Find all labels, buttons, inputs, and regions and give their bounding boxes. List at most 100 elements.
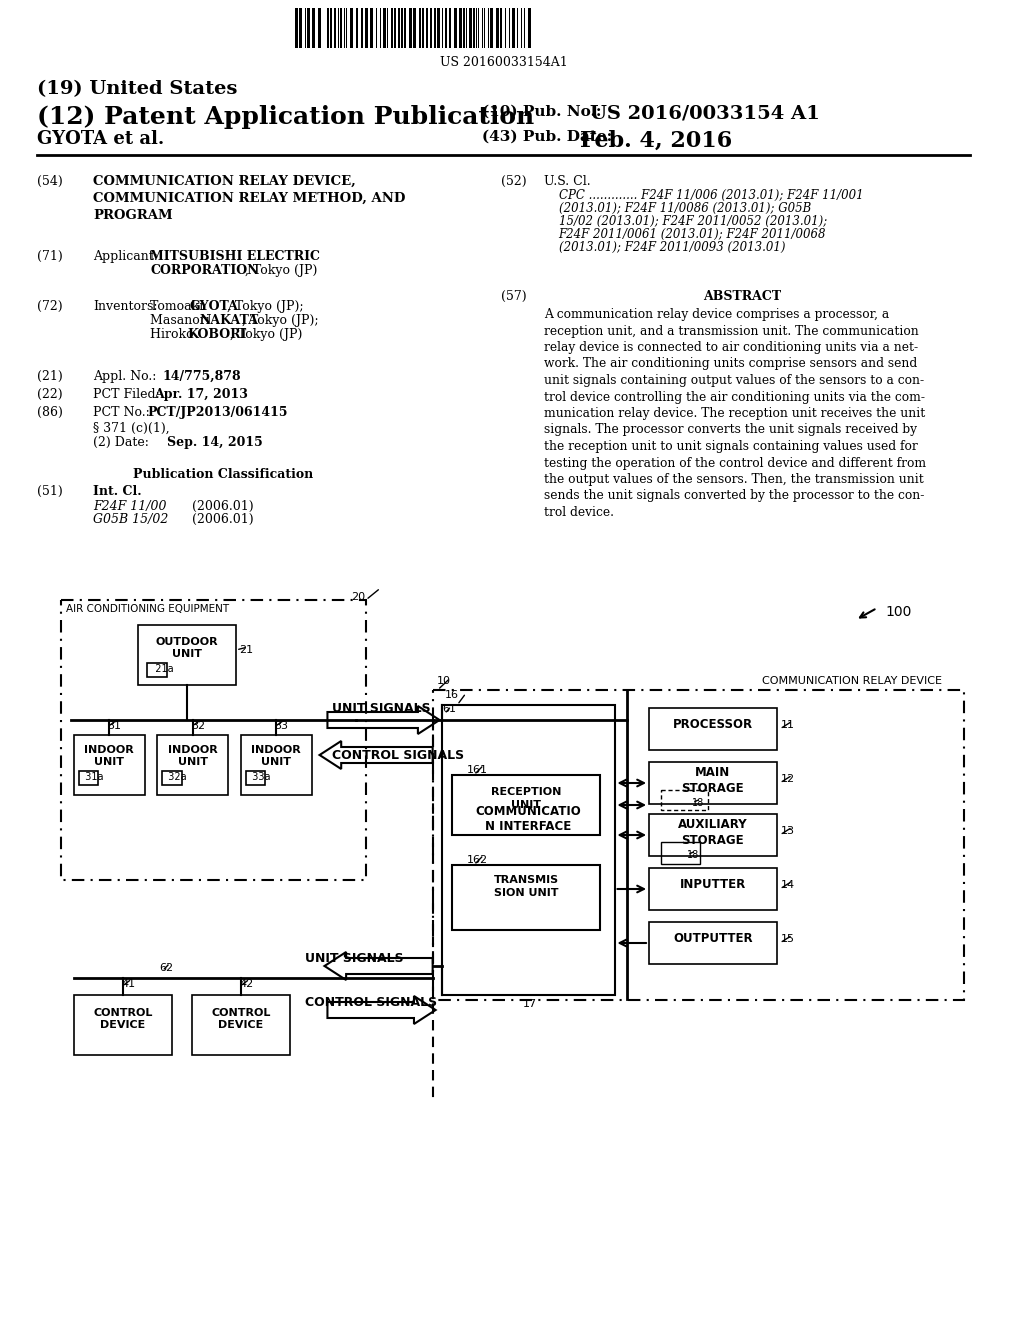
Text: (71): (71) (37, 249, 63, 263)
Text: CONTROL: CONTROL (93, 1008, 153, 1018)
Bar (500, 8, 503, 48)
Text: KOBORI: KOBORI (187, 327, 247, 341)
Text: MITSUBISHI ELECTRIC: MITSUBISHI ELECTRIC (151, 249, 321, 263)
Bar (191, 995, 290, 1055)
Text: OUTPUTTER: OUTPUTTER (673, 932, 753, 945)
Text: UNIT: UNIT (261, 756, 291, 767)
Bar (649, 869, 777, 909)
FancyArrow shape (328, 706, 439, 734)
Text: 162: 162 (467, 855, 488, 865)
Text: , Tokyo (JP);: , Tokyo (JP); (227, 300, 304, 313)
Text: (43) Pub. Date:: (43) Pub. Date: (482, 129, 612, 144)
Text: , Tokyo (JP): , Tokyo (JP) (245, 264, 317, 277)
Bar (453, 775, 600, 836)
Text: Publication Classification: Publication Classification (133, 469, 313, 480)
Bar (445, 8, 447, 48)
Bar (450, 8, 452, 48)
Bar (441, 8, 443, 48)
Text: (19) United States: (19) United States (37, 81, 238, 98)
Text: (22): (22) (37, 388, 63, 401)
Text: 61: 61 (442, 704, 457, 714)
Text: PCT No.:: PCT No.: (93, 407, 151, 418)
Text: G05B 15/02: G05B 15/02 (93, 513, 169, 525)
Bar (404, 8, 407, 48)
Text: OUTDOOR: OUTDOOR (156, 638, 218, 647)
Text: 31a: 31a (79, 772, 103, 781)
Text: 13: 13 (780, 826, 795, 836)
Bar (401, 8, 403, 48)
Bar (660, 789, 708, 810)
Text: CONTROL SIGNALS: CONTROL SIGNALS (305, 997, 437, 1008)
Text: NAKATA: NAKATA (200, 314, 259, 327)
Text: (2013.01); F24F 2011/0093 (2013.01): (2013.01); F24F 2011/0093 (2013.01) (558, 242, 785, 253)
Text: UNIT: UNIT (178, 756, 208, 767)
Text: (54): (54) (37, 176, 63, 187)
Text: Int. Cl.: Int. Cl. (93, 484, 142, 498)
Text: US 20160033154A1: US 20160033154A1 (439, 55, 567, 69)
Text: 20: 20 (351, 591, 366, 602)
Text: 18: 18 (687, 850, 699, 861)
Bar (442, 705, 614, 995)
Text: GYOTA et al.: GYOTA et al. (37, 129, 165, 148)
Text: UNIT SIGNALS: UNIT SIGNALS (333, 702, 431, 715)
Text: F24F 11/00: F24F 11/00 (93, 500, 167, 513)
Text: Masanori: Masanori (151, 314, 214, 327)
Text: 42: 42 (239, 979, 253, 989)
Text: 62: 62 (160, 964, 173, 973)
Bar (391, 8, 393, 48)
Text: 10: 10 (436, 676, 451, 686)
Text: UNIT: UNIT (172, 649, 202, 659)
Bar (350, 8, 353, 48)
Text: INPUTTER: INPUTTER (680, 879, 746, 891)
Bar (419, 8, 421, 48)
Text: 14: 14 (780, 880, 795, 890)
Bar (649, 708, 777, 750)
Bar (317, 8, 321, 48)
Text: Applicant:: Applicant: (93, 249, 159, 263)
Text: (52): (52) (502, 176, 527, 187)
Text: CORPORATION: CORPORATION (151, 264, 259, 277)
Bar (307, 8, 309, 48)
Bar (398, 8, 400, 48)
Bar (433, 690, 964, 1001)
Text: UNIT: UNIT (94, 756, 124, 767)
FancyArrow shape (325, 952, 433, 979)
Bar (383, 8, 386, 48)
Text: COMMUNICATION RELAY DEVICE,
COMMUNICATION RELAY METHOD, AND
PROGRAM: COMMUNICATION RELAY DEVICE, COMMUNICATIO… (93, 176, 406, 222)
Bar (241, 735, 311, 795)
Bar (356, 8, 358, 48)
Text: AUXILIARY: AUXILIARY (678, 818, 748, 832)
Bar (162, 771, 182, 785)
Text: 100: 100 (885, 605, 911, 619)
Bar (295, 8, 298, 48)
Bar (246, 771, 265, 785)
Bar (473, 8, 475, 48)
Bar (489, 8, 493, 48)
Bar (433, 8, 435, 48)
Text: (2006.01): (2006.01) (191, 500, 253, 513)
Text: RECEPTION: RECEPTION (490, 787, 561, 797)
Bar (331, 8, 333, 48)
Bar (370, 8, 373, 48)
Text: CONTROL SIGNALS: CONTROL SIGNALS (333, 748, 465, 762)
Bar (340, 8, 342, 48)
Text: DEVICE: DEVICE (100, 1020, 145, 1030)
Bar (528, 8, 531, 48)
Text: , Tokyo (JP);: , Tokyo (JP); (242, 314, 318, 327)
Text: 15: 15 (780, 935, 795, 944)
Text: INDOOR: INDOOR (252, 744, 301, 755)
Bar (453, 865, 600, 931)
Text: (10) Pub. No.:: (10) Pub. No.: (482, 106, 601, 119)
Text: INDOOR: INDOOR (84, 744, 134, 755)
Bar (649, 814, 777, 855)
Text: N INTERFACE: N INTERFACE (485, 820, 571, 833)
Text: 16: 16 (444, 690, 459, 700)
Text: 21: 21 (239, 645, 253, 655)
Text: (57): (57) (502, 290, 527, 304)
Bar (413, 8, 416, 48)
Bar (455, 8, 458, 48)
Text: (51): (51) (37, 484, 63, 498)
Text: Apr. 17, 2013: Apr. 17, 2013 (155, 388, 248, 401)
Bar (74, 735, 144, 795)
Text: INDOOR: INDOOR (168, 744, 218, 755)
